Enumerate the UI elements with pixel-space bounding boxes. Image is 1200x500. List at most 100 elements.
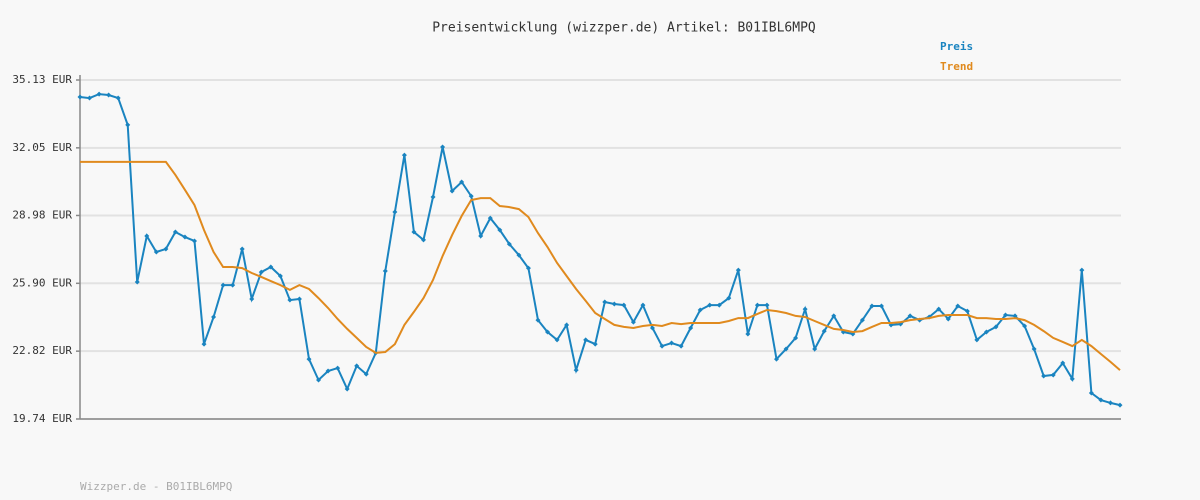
y-tick-label: 32.05 EUR bbox=[12, 141, 72, 154]
point-marker bbox=[325, 368, 331, 374]
point-marker bbox=[707, 302, 713, 308]
point-marker bbox=[459, 179, 465, 185]
point-marker bbox=[974, 337, 980, 343]
point-marker bbox=[964, 308, 970, 314]
point-marker bbox=[191, 238, 197, 244]
point-marker bbox=[163, 246, 169, 252]
point-marker bbox=[688, 325, 694, 331]
point-marker bbox=[1060, 360, 1066, 366]
point-marker bbox=[907, 313, 913, 319]
point-marker bbox=[115, 95, 121, 101]
point-marker bbox=[592, 341, 598, 347]
point-marker bbox=[430, 194, 436, 200]
point-marker bbox=[87, 95, 93, 101]
source-note: Wizzper.de - B01IBL6MPQ bbox=[80, 480, 232, 493]
point-marker bbox=[268, 264, 274, 270]
point-marker bbox=[621, 302, 627, 308]
point-marker bbox=[468, 193, 474, 199]
point-marker bbox=[611, 301, 617, 307]
point-marker bbox=[106, 92, 112, 98]
point-marker bbox=[125, 122, 131, 128]
point-marker bbox=[669, 340, 675, 346]
point-marker bbox=[144, 233, 150, 239]
point-marker bbox=[497, 227, 503, 233]
series-line bbox=[80, 160, 1121, 371]
point-marker bbox=[487, 215, 493, 221]
point-marker bbox=[659, 343, 665, 349]
point-marker bbox=[1098, 397, 1104, 403]
point-marker bbox=[516, 252, 522, 258]
point-marker bbox=[440, 144, 446, 150]
point-marker bbox=[382, 268, 388, 274]
point-marker bbox=[945, 316, 951, 322]
point-marker bbox=[993, 324, 999, 330]
y-tick-label: 25.90 EUR bbox=[12, 276, 72, 289]
y-tick-label: 35.13 EUR bbox=[12, 73, 72, 86]
point-marker bbox=[344, 386, 350, 392]
point-marker bbox=[287, 297, 293, 303]
chart-title: Preisentwicklung (wizzper.de) Artikel: B… bbox=[432, 21, 816, 36]
point-marker bbox=[525, 265, 531, 271]
point-marker bbox=[1117, 402, 1123, 408]
point-marker bbox=[583, 337, 589, 343]
point-marker bbox=[211, 314, 217, 320]
point-marker bbox=[869, 303, 875, 309]
y-tick-label: 19.74 EUR bbox=[12, 412, 72, 425]
point-marker bbox=[764, 302, 770, 308]
point-marker bbox=[821, 328, 827, 334]
point-marker bbox=[296, 296, 302, 302]
point-marker bbox=[306, 356, 312, 362]
point-marker bbox=[936, 306, 942, 312]
point-marker bbox=[478, 233, 484, 239]
point-marker bbox=[77, 94, 83, 100]
point-marker bbox=[1022, 323, 1028, 329]
point-marker bbox=[1012, 313, 1018, 319]
point-marker bbox=[802, 306, 808, 312]
point-marker bbox=[316, 377, 322, 383]
point-marker bbox=[1003, 312, 1009, 318]
point-marker bbox=[182, 234, 188, 240]
point-marker bbox=[1069, 376, 1075, 382]
point-marker bbox=[220, 282, 226, 288]
point-marker bbox=[554, 337, 560, 343]
legend-label: Trend bbox=[940, 60, 973, 73]
point-marker bbox=[354, 363, 360, 369]
point-marker bbox=[955, 303, 961, 309]
point-marker bbox=[774, 356, 780, 362]
point-marker bbox=[392, 209, 398, 215]
point-marker bbox=[420, 237, 426, 243]
y-tick-label: 28.98 EUR bbox=[12, 208, 72, 221]
point-marker bbox=[812, 346, 818, 352]
point-marker bbox=[754, 302, 760, 308]
point-marker bbox=[1031, 346, 1037, 352]
point-marker bbox=[172, 229, 178, 235]
point-marker bbox=[249, 296, 255, 302]
point-marker bbox=[564, 322, 570, 328]
point-marker bbox=[1107, 400, 1113, 406]
point-marker bbox=[277, 273, 283, 279]
point-marker bbox=[258, 269, 264, 275]
point-marker bbox=[831, 313, 837, 319]
point-marker bbox=[745, 331, 751, 337]
point-marker bbox=[506, 241, 512, 247]
point-marker bbox=[449, 188, 455, 194]
point-marker bbox=[96, 91, 102, 97]
series-line bbox=[79, 93, 1121, 407]
point-marker bbox=[230, 282, 236, 288]
point-marker bbox=[697, 307, 703, 313]
point-marker bbox=[201, 341, 207, 347]
point-marker bbox=[716, 302, 722, 308]
point-marker bbox=[859, 317, 865, 323]
y-tick-label: 22.82 EUR bbox=[12, 344, 72, 357]
legend-label: Preis bbox=[940, 40, 973, 53]
point-marker bbox=[239, 246, 245, 252]
point-marker bbox=[153, 249, 159, 255]
point-marker bbox=[630, 319, 636, 325]
point-marker bbox=[401, 152, 407, 158]
point-marker bbox=[649, 325, 655, 331]
point-marker bbox=[335, 365, 341, 371]
point-marker bbox=[726, 295, 732, 301]
point-marker bbox=[545, 329, 551, 335]
point-marker bbox=[793, 335, 799, 341]
